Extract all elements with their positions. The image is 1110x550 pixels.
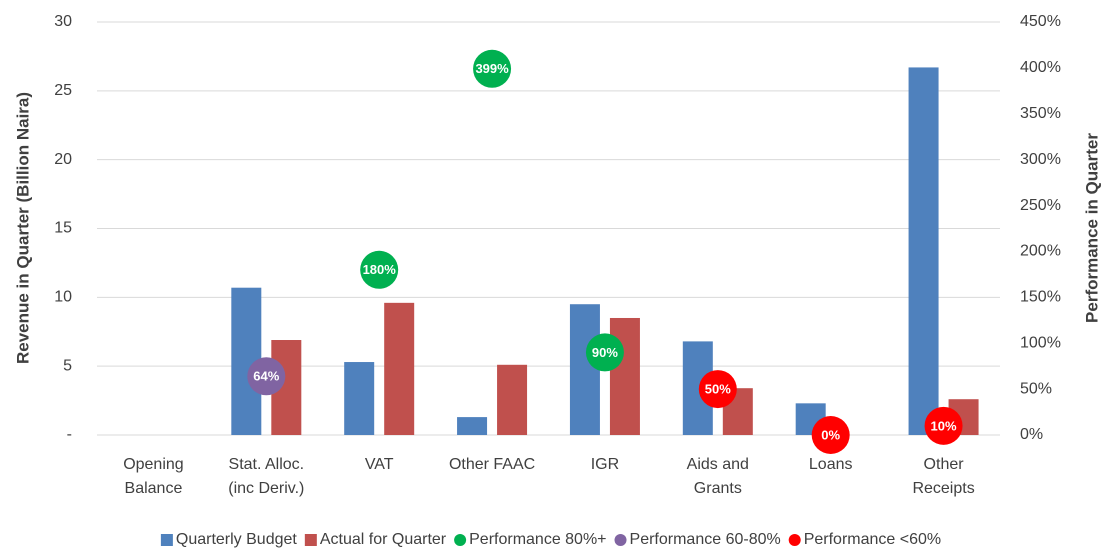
bubble-label: 90%: [592, 345, 618, 360]
bubble-label: 10%: [931, 418, 957, 433]
bar: [457, 417, 488, 435]
y2-tick-label: 350%: [1020, 105, 1061, 122]
bubble-label: 0%: [821, 427, 840, 442]
legend-marker: [304, 534, 317, 546]
y2-tick-label: 100%: [1020, 334, 1061, 351]
x-tick-label: Receipts: [912, 480, 974, 497]
bar: [384, 302, 415, 435]
performance-bubble: [924, 406, 963, 445]
y2-tick-label: 150%: [1020, 289, 1061, 306]
y-tick-label: 30: [54, 13, 72, 30]
performance-bubble: [360, 250, 399, 289]
y2-tick-label: 250%: [1020, 197, 1061, 214]
legend-label: Quarterly Budget: [176, 531, 298, 548]
x-tick-label: VAT: [365, 456, 394, 473]
legend-marker: [614, 534, 627, 546]
bubble-label: 50%: [705, 382, 731, 397]
legend: Quarterly Budget Actual for Quarter Perfor…: [160, 531, 941, 548]
y2-tick-label: 200%: [1020, 243, 1061, 260]
x-tick-label: Other: [924, 456, 965, 473]
bubble-label: 64%: [253, 369, 279, 384]
bar: [497, 364, 528, 435]
legend-label: Performance 80%+: [469, 531, 606, 548]
y2-tick-label: 300%: [1020, 151, 1061, 168]
y2-tick-label: 400%: [1020, 59, 1061, 76]
x-tick-label: Opening: [123, 456, 184, 473]
x-tick-label: IGR: [591, 456, 619, 473]
bubble-label: 399%: [475, 61, 509, 76]
y2-tick-label: 450%: [1020, 13, 1061, 30]
x-tick-label: Grants: [694, 480, 742, 497]
performance-bubble: [698, 370, 737, 409]
legend-marker: [454, 534, 467, 546]
y2-tick-label: 0%: [1020, 426, 1043, 443]
performance-bubble: [247, 357, 286, 396]
y-tick-label: 20: [54, 151, 72, 168]
bar: [569, 304, 600, 435]
performance-bubble: [811, 416, 850, 454]
x-tick-label: Stat. Alloc.: [229, 456, 305, 473]
y-tick-label: 5: [63, 357, 72, 374]
legend-marker: [788, 534, 801, 546]
bar: [609, 317, 640, 435]
x-tick-label: (inc Deriv.): [228, 480, 304, 497]
performance-bubble: [473, 49, 512, 88]
y2-tick-label: 50%: [1020, 380, 1052, 397]
legend-label: Performance <60%: [804, 531, 941, 548]
bar: [344, 362, 375, 435]
legend-label: Actual for Quarter: [320, 531, 447, 548]
legend-marker: [160, 534, 173, 546]
x-tick-label: Balance: [125, 480, 183, 497]
x-tick-label: Aids and: [687, 456, 749, 473]
x-tick-label: Loans: [809, 456, 853, 473]
y2-axis-title: Performance in Quarter: [1082, 133, 1101, 323]
y-axis-title: Revenue in Quarter (Billion Naira): [13, 92, 32, 364]
legend-label: Performance 60-80%: [630, 531, 781, 548]
y-tick-label: -: [67, 426, 72, 443]
x-tick-label: Other FAAC: [449, 456, 535, 473]
bubble-label: 180%: [363, 262, 397, 277]
y-tick-label: 15: [54, 220, 72, 237]
y-tick-label: 10: [54, 289, 72, 306]
performance-bubble: [585, 333, 624, 372]
bar: [908, 67, 939, 436]
y-tick-label: 25: [54, 82, 72, 99]
